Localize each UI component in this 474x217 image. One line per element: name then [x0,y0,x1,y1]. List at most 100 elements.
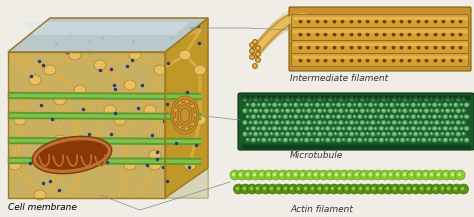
Ellipse shape [429,97,434,102]
Ellipse shape [439,97,445,102]
Ellipse shape [431,184,441,194]
Ellipse shape [333,108,338,113]
Ellipse shape [251,114,256,119]
Ellipse shape [320,126,326,131]
Ellipse shape [54,135,66,145]
Ellipse shape [464,114,469,119]
Ellipse shape [296,132,301,137]
Ellipse shape [317,97,322,102]
Ellipse shape [333,97,338,102]
Ellipse shape [400,126,405,131]
Ellipse shape [245,138,251,143]
Ellipse shape [445,120,450,125]
Ellipse shape [304,114,310,119]
Ellipse shape [288,184,298,194]
Ellipse shape [421,138,427,143]
Ellipse shape [360,108,365,113]
Ellipse shape [458,102,464,107]
Ellipse shape [354,132,360,137]
Ellipse shape [328,97,333,102]
Ellipse shape [261,138,267,143]
Ellipse shape [293,138,299,143]
Ellipse shape [397,184,407,194]
Ellipse shape [104,105,116,115]
Ellipse shape [384,138,390,143]
Ellipse shape [250,49,254,53]
Ellipse shape [74,85,86,95]
Ellipse shape [322,97,328,102]
Ellipse shape [357,138,363,143]
Ellipse shape [173,118,178,122]
Ellipse shape [427,114,432,119]
FancyBboxPatch shape [289,7,471,71]
Ellipse shape [185,127,189,131]
Ellipse shape [306,108,312,113]
Ellipse shape [456,120,461,125]
Ellipse shape [322,132,328,137]
Ellipse shape [424,97,429,102]
Ellipse shape [363,102,368,107]
Ellipse shape [245,126,251,131]
Ellipse shape [36,140,108,170]
Ellipse shape [384,126,390,131]
Ellipse shape [391,184,401,194]
Ellipse shape [346,114,352,119]
FancyBboxPatch shape [292,41,468,54]
Ellipse shape [453,126,459,131]
Ellipse shape [405,126,411,131]
Ellipse shape [244,170,254,180]
Ellipse shape [338,132,344,137]
Ellipse shape [309,138,315,143]
Ellipse shape [384,102,390,107]
Ellipse shape [397,132,402,137]
Ellipse shape [301,108,306,113]
Ellipse shape [368,102,374,107]
Ellipse shape [363,184,373,194]
Ellipse shape [373,138,379,143]
Ellipse shape [274,108,280,113]
Ellipse shape [416,138,421,143]
Ellipse shape [453,102,459,107]
Ellipse shape [437,138,443,143]
Ellipse shape [264,108,269,113]
Ellipse shape [309,114,315,119]
Ellipse shape [251,126,256,131]
Ellipse shape [185,99,189,103]
Ellipse shape [357,126,363,131]
Ellipse shape [445,108,450,113]
Ellipse shape [360,132,365,137]
Ellipse shape [338,97,344,102]
Ellipse shape [242,97,248,102]
Ellipse shape [453,138,459,143]
Ellipse shape [377,184,387,194]
Ellipse shape [317,108,322,113]
Ellipse shape [346,138,352,143]
Ellipse shape [253,64,257,69]
Ellipse shape [389,126,395,131]
Ellipse shape [400,138,405,143]
Ellipse shape [421,126,427,131]
Ellipse shape [379,102,384,107]
Ellipse shape [290,120,296,125]
Ellipse shape [272,126,277,131]
Ellipse shape [149,160,161,170]
Ellipse shape [365,97,370,102]
Ellipse shape [274,184,284,194]
Polygon shape [20,22,190,35]
Ellipse shape [253,97,258,102]
Ellipse shape [413,120,419,125]
Ellipse shape [402,108,408,113]
Ellipse shape [349,97,355,102]
Ellipse shape [306,120,312,125]
Ellipse shape [373,102,379,107]
Ellipse shape [295,184,305,194]
Ellipse shape [357,102,363,107]
Ellipse shape [309,126,315,131]
Ellipse shape [405,138,411,143]
FancyBboxPatch shape [292,28,468,41]
Ellipse shape [411,184,421,194]
Ellipse shape [353,170,363,180]
Ellipse shape [256,126,262,131]
Ellipse shape [418,120,424,125]
Ellipse shape [448,138,454,143]
